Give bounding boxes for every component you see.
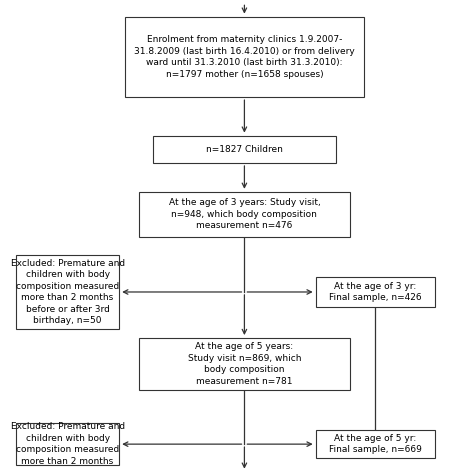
Text: n=1827 Children: n=1827 Children <box>206 145 283 154</box>
Text: At the age of 3 years: Study visit,
n=948, which body composition
measurement n=: At the age of 3 years: Study visit, n=94… <box>169 198 320 230</box>
Text: At the age of 5 yr:
Final sample, n=669: At the age of 5 yr: Final sample, n=669 <box>329 434 422 455</box>
Bar <box>139 192 350 237</box>
Bar <box>153 136 336 163</box>
Text: At the age of 3 yr:
Final sample, n=426: At the age of 3 yr: Final sample, n=426 <box>329 282 421 302</box>
Bar <box>316 277 435 307</box>
Text: Excluded: Premature and
children with body
composition measured
more than 2 mont: Excluded: Premature and children with bo… <box>10 259 125 325</box>
Text: Enrolment from maternity clinics 1.9.2007-
31.8.2009 (last birth 16.4.2010) or f: Enrolment from maternity clinics 1.9.200… <box>134 35 355 79</box>
Bar <box>125 17 364 97</box>
Text: At the age of 5 years:
Study visit n=869, which
body composition
measurement n=7: At the age of 5 years: Study visit n=869… <box>188 342 301 386</box>
Bar <box>16 423 119 465</box>
Bar <box>16 255 119 329</box>
Bar <box>139 338 350 390</box>
Text: Excluded: Premature and
children with body
composition measured
more than 2 mont: Excluded: Premature and children with bo… <box>10 422 125 466</box>
Bar <box>316 430 435 458</box>
